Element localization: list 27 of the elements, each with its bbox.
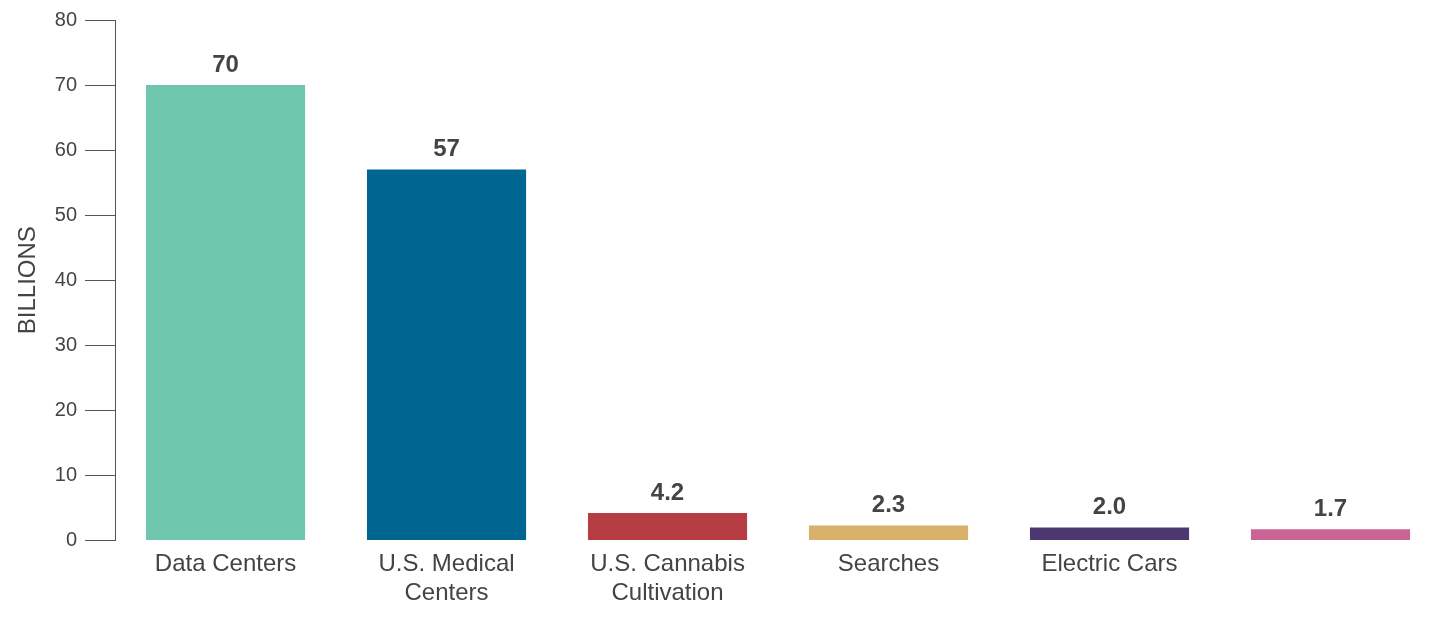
x-tick-label: Searches — [837, 549, 940, 577]
y-tick-label: 60 — [54, 137, 78, 160]
bar — [366, 169, 527, 540]
y-tick-label: 20 — [54, 397, 78, 420]
data-label: 4.2 — [650, 477, 685, 505]
bar — [808, 525, 969, 540]
y-tick-label: 50 — [54, 202, 78, 225]
y-tick-label: 30 — [54, 332, 78, 355]
x-tick-label: Data Centers — [154, 549, 297, 577]
bar — [587, 513, 748, 540]
y-tick-label: 10 — [54, 462, 78, 485]
x-tick-label: U.S. Medical Centers — [378, 549, 515, 606]
y-tick-label: 40 — [54, 267, 78, 290]
bar — [1250, 529, 1411, 540]
y-tick-label: 80 — [54, 7, 78, 30]
data-label: 57 — [433, 134, 460, 162]
data-label: 2.0 — [1092, 492, 1127, 520]
y-tick-label: 0 — [65, 527, 78, 550]
bar — [1029, 527, 1190, 540]
y-tick-label: 70 — [54, 72, 78, 95]
bar — [145, 85, 306, 540]
data-label: 70 — [212, 49, 239, 77]
data-label: 2.3 — [871, 490, 906, 518]
x-tick-label: U.S. Cannabis Cultivation — [590, 549, 745, 606]
x-tick-label: Electric Cars — [1041, 549, 1178, 577]
y-axis-title: BILLIONS — [13, 226, 41, 335]
data-label: 1.7 — [1313, 493, 1348, 521]
